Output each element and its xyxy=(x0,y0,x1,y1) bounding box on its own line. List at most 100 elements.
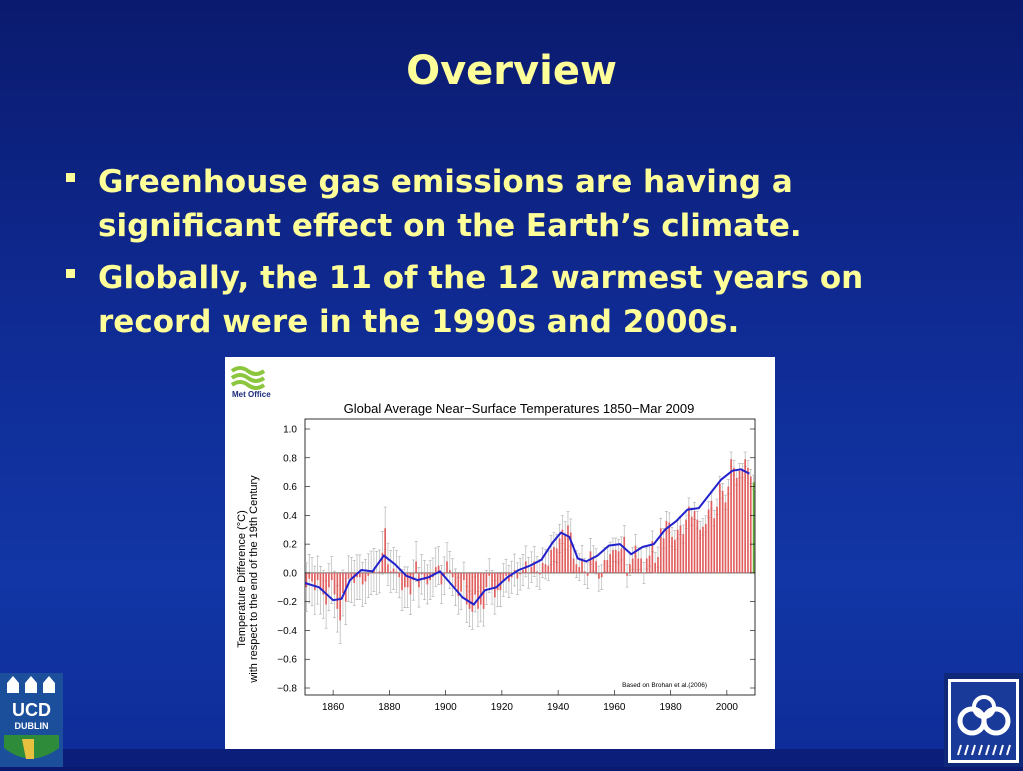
square-bullet-icon xyxy=(66,173,75,182)
annual-bar xyxy=(454,572,457,588)
annual-bar xyxy=(735,477,738,573)
annual-bar xyxy=(527,572,530,574)
square-bullet-icon xyxy=(66,269,75,278)
annual-bar xyxy=(359,572,361,578)
annual-bar xyxy=(626,572,628,576)
ucd-logo: UCD DUBLIN xyxy=(0,673,63,767)
x-tick-label: 2000 xyxy=(716,702,739,713)
annual-bar xyxy=(707,509,710,573)
annual-bar xyxy=(696,519,699,573)
annual-bar xyxy=(367,572,370,576)
annual-bar xyxy=(555,548,558,573)
annual-bar xyxy=(460,572,462,592)
bullet-text: Greenhouse gas emissions are having a si… xyxy=(98,164,802,244)
annual-bar xyxy=(741,470,744,573)
annual-bar xyxy=(609,554,611,573)
annual-bar xyxy=(491,572,493,588)
annual-bar xyxy=(662,538,665,573)
annual-bar xyxy=(423,572,426,581)
x-tick-label: 1980 xyxy=(660,702,683,713)
annual-bar xyxy=(710,500,713,573)
annual-bar xyxy=(333,572,336,595)
annual-bar xyxy=(513,570,516,573)
annual-bar xyxy=(522,570,524,573)
annual-bar xyxy=(539,572,541,575)
annual-bar xyxy=(505,572,507,576)
annual-bar xyxy=(603,559,606,573)
annual-bar xyxy=(727,486,730,573)
y-tick-label: 0.4 xyxy=(283,511,297,522)
annual-bar xyxy=(477,572,479,609)
annual-bar xyxy=(404,572,406,588)
annual-bar xyxy=(651,541,654,573)
annual-bar xyxy=(375,572,378,574)
annual-bar xyxy=(668,522,671,573)
annual-bar xyxy=(384,528,386,573)
annual-bar xyxy=(600,572,603,578)
ucd-logo-subtext: DUBLIN xyxy=(14,721,49,731)
annual-bar xyxy=(339,572,341,621)
y-tick-label: −0.8 xyxy=(277,684,297,695)
annual-bar xyxy=(471,572,474,612)
annual-bar xyxy=(688,506,690,573)
annual-bar xyxy=(516,572,519,579)
annual-bar xyxy=(336,572,339,609)
annual-bar xyxy=(679,525,682,573)
smoothed-series-line xyxy=(304,468,750,606)
annual-bar xyxy=(682,534,685,573)
annual-bar xyxy=(395,571,398,573)
annual-bar xyxy=(643,572,645,574)
annual-bar xyxy=(485,572,488,588)
x-tick-label: 1940 xyxy=(547,702,570,713)
chart-annotation: Based on Brohan et al.(2006) xyxy=(622,682,707,689)
annual-bar xyxy=(440,572,443,585)
annual-bar xyxy=(721,490,724,573)
annual-bar xyxy=(412,572,415,581)
x-tick-label: 1900 xyxy=(435,702,458,713)
c4i-logo xyxy=(944,673,1023,767)
annual-bar xyxy=(575,564,578,573)
annual-bar xyxy=(547,565,550,573)
annual-bar xyxy=(353,572,356,583)
annual-bar xyxy=(690,516,693,573)
annual-bar xyxy=(519,572,521,575)
x-tick-label: 1860 xyxy=(322,702,345,713)
annual-bar xyxy=(311,572,313,582)
annual-bar xyxy=(614,549,617,573)
annual-bar xyxy=(426,572,429,585)
annual-bar xyxy=(361,572,364,585)
annual-bar xyxy=(567,525,569,573)
annual-bar xyxy=(420,572,423,575)
annual-bar xyxy=(536,571,538,573)
temperature-chart: Met Office Global Average Near−Surface T… xyxy=(230,366,756,713)
annual-bar xyxy=(752,482,755,573)
annual-bar xyxy=(502,572,505,581)
annual-bar xyxy=(474,572,476,595)
annual-bar xyxy=(654,562,656,573)
chart-title: Global Average Near−Surface Temperatures… xyxy=(344,401,695,416)
annual-bar xyxy=(496,572,499,591)
annual-bar xyxy=(389,571,392,573)
slide-title: Overview xyxy=(406,48,617,94)
annual-bar xyxy=(730,459,732,573)
ucd-crest-icon xyxy=(0,673,63,767)
annual-bar xyxy=(449,570,451,573)
annual-bar xyxy=(330,572,333,581)
annual-bar xyxy=(637,558,640,573)
bullet-text: Globally, the 11 of the 12 warmest years… xyxy=(98,260,864,340)
plot-frame xyxy=(304,418,756,696)
x-tick-label: 1960 xyxy=(603,702,626,713)
annual-bar xyxy=(446,561,448,573)
bullet-list: Greenhouse gas emissions are having a si… xyxy=(62,160,962,352)
y-tick-label: −0.6 xyxy=(277,655,297,666)
ucd-logo-text: UCD xyxy=(12,700,51,720)
annual-bar xyxy=(716,506,718,573)
y-tick-label: −0.2 xyxy=(277,597,297,608)
annual-bar xyxy=(744,459,746,573)
bullet-item: Greenhouse gas emissions are having a si… xyxy=(62,160,962,248)
annual-bar xyxy=(676,529,679,573)
annual-bar xyxy=(499,572,502,591)
annual-bar xyxy=(589,551,592,573)
annual-bar xyxy=(437,565,440,573)
annual-bar xyxy=(572,558,575,573)
